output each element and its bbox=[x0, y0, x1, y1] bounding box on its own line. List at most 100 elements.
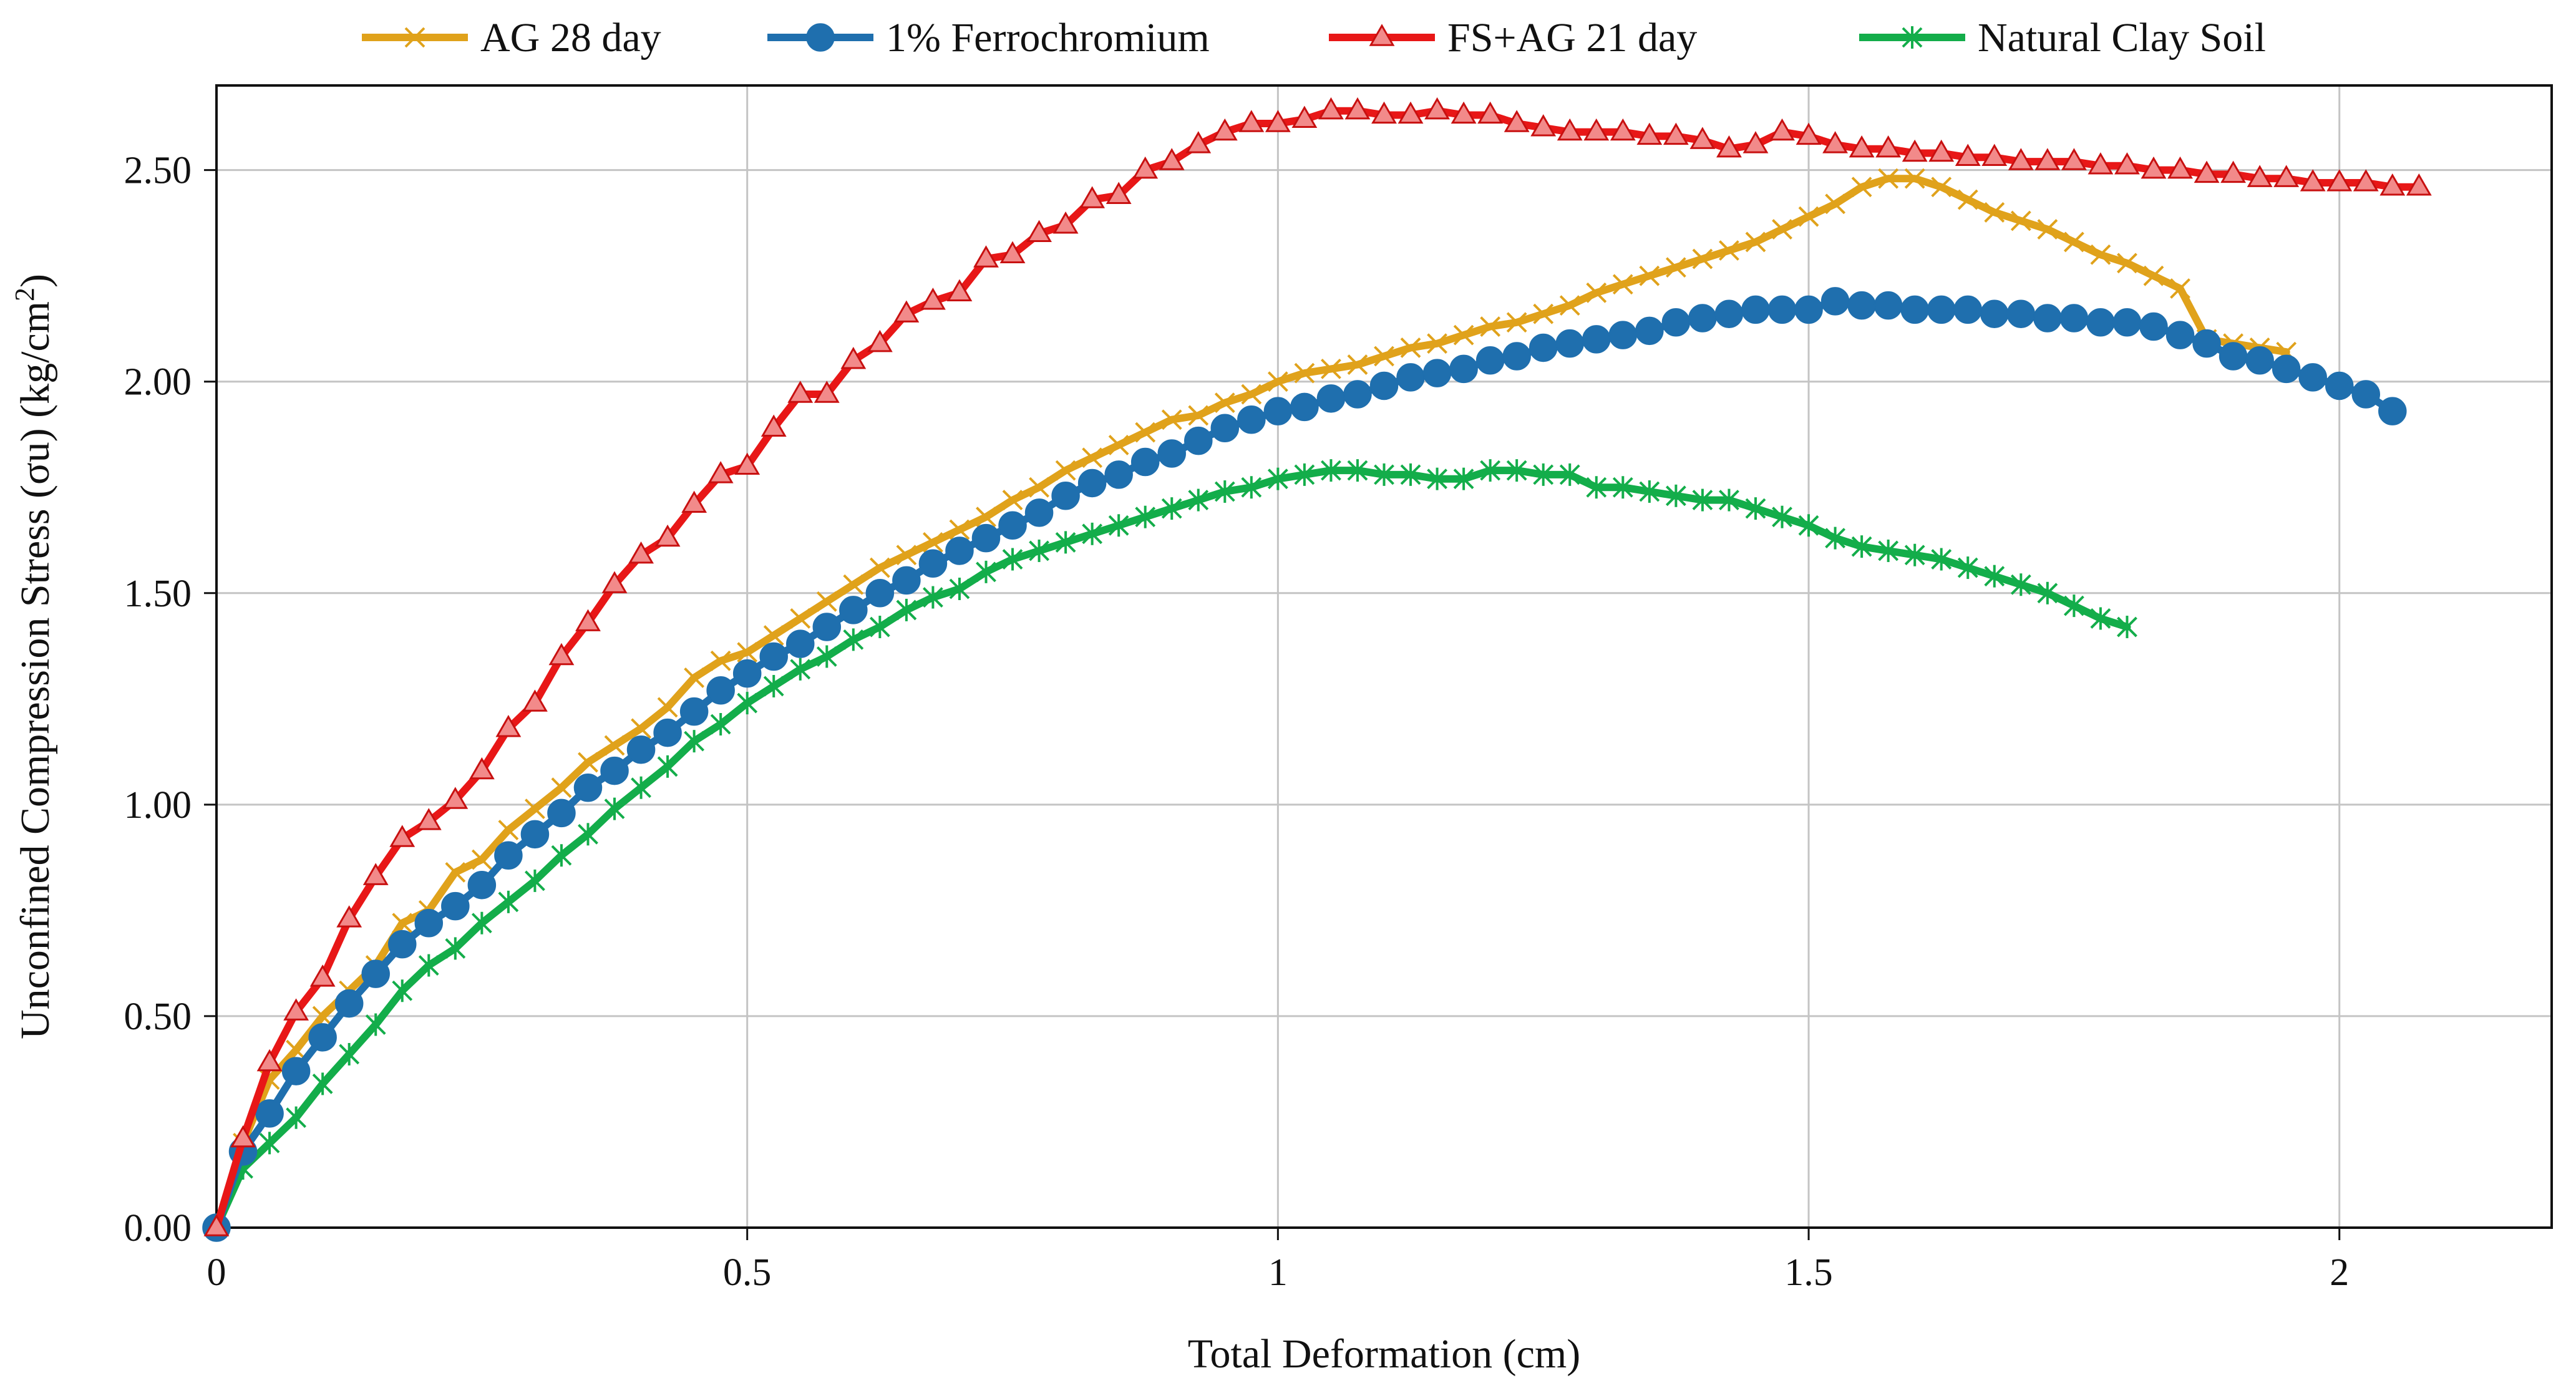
data-point-asterisk-marker bbox=[551, 844, 572, 867]
data-point-x-marker bbox=[1851, 177, 1872, 198]
data-point-triangle-marker bbox=[1716, 135, 1742, 158]
marker-stroke bbox=[1135, 422, 1156, 443]
data-point-triangle-marker bbox=[2114, 152, 2140, 175]
data-point-triangle-marker bbox=[2300, 169, 2326, 192]
data-point-x-marker bbox=[1798, 206, 1819, 227]
data-point-circle-marker bbox=[1104, 460, 1133, 489]
data-point-x-marker bbox=[710, 650, 731, 671]
data-point-triangle-marker bbox=[1477, 101, 1504, 124]
marker-stroke bbox=[2170, 278, 2190, 299]
data-point-circle-marker bbox=[1529, 333, 1558, 362]
data-point-circle-marker bbox=[839, 596, 868, 624]
data-point-asterisk-marker bbox=[1294, 463, 1315, 486]
marker-stroke bbox=[1904, 168, 1925, 189]
data-point-asterisk-marker bbox=[286, 1106, 307, 1129]
marker-stroke bbox=[1772, 219, 1792, 240]
data-point-circle-marker bbox=[1024, 498, 1054, 527]
marker-stroke bbox=[1400, 337, 1421, 358]
data-point-triangle-marker bbox=[2088, 152, 2114, 175]
data-point-asterisk-marker bbox=[1002, 548, 1023, 571]
y-axis-label: Unconfined Compression Stress (σu) (kg/c… bbox=[9, 274, 59, 1039]
data-point-asterisk-marker bbox=[763, 674, 784, 697]
series-markers-1-ferrochromium bbox=[202, 287, 2407, 1242]
legend-label: Natural Clay Soil bbox=[1978, 15, 2266, 61]
y-tick-label: 1.50 bbox=[124, 573, 192, 615]
data-point-circle-marker bbox=[1210, 414, 1240, 443]
data-point-circle-marker bbox=[892, 566, 921, 595]
data-point-triangle-marker bbox=[654, 524, 681, 547]
data-point-circle-marker bbox=[1502, 342, 1531, 371]
data-point-x-marker bbox=[1108, 435, 1129, 455]
marker-stroke bbox=[1692, 248, 1713, 269]
data-point-triangle-marker bbox=[2273, 165, 2300, 187]
data-point-circle-marker bbox=[308, 1023, 337, 1052]
data-point-circle-marker bbox=[998, 511, 1027, 540]
marker-stroke bbox=[445, 861, 466, 883]
data-point-triangle-marker bbox=[389, 825, 416, 847]
marker-stroke bbox=[790, 608, 811, 629]
data-point-triangle-marker bbox=[2220, 160, 2246, 183]
data-point-circle-marker bbox=[786, 629, 815, 658]
data-point-triangle-marker bbox=[1742, 131, 1769, 153]
marker-stroke bbox=[551, 777, 572, 798]
marker-stroke bbox=[737, 642, 758, 663]
marker-stroke bbox=[1108, 435, 1129, 455]
series-group bbox=[202, 97, 2432, 1242]
marker-stroke bbox=[392, 913, 413, 934]
data-point-x-marker bbox=[1002, 490, 1023, 510]
data-point-asterisk-marker bbox=[2037, 581, 2058, 604]
legend-item-1-ferrochromium: 1% Ferrochromium bbox=[767, 15, 1210, 61]
data-point-triangle-marker bbox=[1875, 135, 1902, 158]
data-point-circle-marker bbox=[806, 23, 835, 52]
series-line-1-ferrochromium bbox=[213, 297, 2396, 1231]
data-point-asterisk-marker bbox=[2117, 616, 2137, 639]
marker-stroke bbox=[1931, 177, 1952, 198]
data-point-triangle-marker bbox=[1371, 101, 1397, 124]
data-point-triangle-marker bbox=[814, 381, 840, 403]
data-point-x-marker bbox=[1692, 248, 1713, 269]
data-point-triangle-marker bbox=[2167, 156, 2193, 179]
data-point-asterisk-marker bbox=[445, 937, 466, 960]
data-point-x-marker bbox=[1267, 371, 1288, 392]
data-point-triangle-marker bbox=[2247, 165, 2273, 187]
data-point-circle-marker bbox=[2272, 354, 2301, 384]
data-point-asterisk-marker bbox=[604, 797, 625, 820]
data-point-triangle-marker bbox=[1636, 122, 1663, 145]
marker-stroke bbox=[1002, 490, 1023, 510]
data-point-circle-marker bbox=[334, 989, 364, 1018]
marker-stroke bbox=[843, 574, 864, 595]
marker-stroke bbox=[1559, 295, 1580, 316]
data-point-circle-marker bbox=[600, 756, 629, 785]
data-point-asterisk-marker bbox=[1984, 565, 2005, 588]
data-point-asterisk-marker bbox=[1665, 484, 1686, 507]
data-point-asterisk-marker bbox=[471, 911, 492, 934]
data-point-triangle-marker bbox=[867, 329, 893, 352]
data-point-x-marker bbox=[1586, 282, 1607, 303]
data-point-asterisk-marker bbox=[949, 577, 970, 600]
marker-stroke bbox=[1719, 240, 1739, 261]
data-point-triangle-marker bbox=[2406, 173, 2432, 196]
plot-frame bbox=[215, 84, 2553, 1229]
marker-stroke bbox=[1453, 324, 1474, 346]
data-point-triangle-marker bbox=[946, 279, 973, 301]
data-point-triangle-marker bbox=[2353, 169, 2379, 192]
data-point-triangle-marker bbox=[203, 1214, 230, 1236]
data-point-x-marker bbox=[1639, 265, 1660, 286]
data-point-x-marker bbox=[1347, 354, 1368, 375]
marker-stroke bbox=[816, 591, 837, 612]
data-point-triangle-marker bbox=[442, 787, 469, 809]
data-point-asterisk-marker bbox=[339, 1042, 360, 1065]
data-point-circle-marker bbox=[2086, 308, 2115, 337]
data-point-x-marker bbox=[2010, 210, 2031, 231]
y-tick-label: 0.00 bbox=[124, 1207, 192, 1250]
data-point-circle-marker bbox=[2245, 346, 2274, 375]
data-point-asterisk-marker bbox=[312, 1072, 333, 1095]
data-point-x-marker bbox=[1480, 316, 1501, 337]
marker-stroke bbox=[1347, 354, 1368, 375]
data-point-asterisk-marker bbox=[737, 692, 758, 715]
data-point-asterisk-marker bbox=[1480, 459, 1501, 482]
data-point-x-marker bbox=[1427, 333, 1447, 354]
data-point-asterisk-marker bbox=[1559, 463, 1580, 486]
axis-labels: Total Deformation (cm) Unconfined Compre… bbox=[9, 274, 1581, 1377]
data-point-triangle-marker bbox=[336, 905, 362, 928]
